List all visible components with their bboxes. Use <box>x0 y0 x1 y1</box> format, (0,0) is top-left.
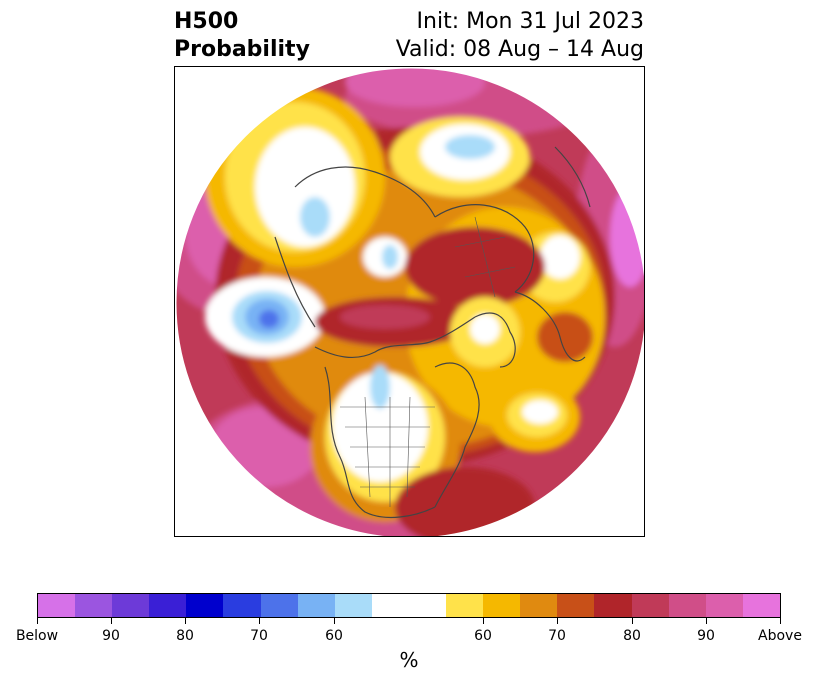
colorbar-swatch <box>631 594 669 617</box>
colorbar-tick-label: 70 <box>548 628 566 644</box>
coast-kamchatka <box>274 236 316 328</box>
field-lightblue-bering <box>382 245 398 269</box>
map-title: H500 Probability <box>174 8 310 64</box>
map-panel <box>174 66 645 537</box>
field-lightblue-nw <box>300 197 330 237</box>
title-type: Probability <box>174 37 310 62</box>
field-white-atlantic <box>522 400 558 424</box>
colorbar-tick <box>185 618 186 624</box>
coast-europe <box>514 291 586 362</box>
field-white-ne <box>540 235 580 279</box>
colorbar-tick-label: 90 <box>102 628 120 644</box>
field-red-arctic <box>405 227 545 307</box>
colorbar-tick-label: Above <box>758 628 802 644</box>
colorbar-swatch <box>371 594 447 617</box>
colorbar-tick-label: Below <box>15 628 59 644</box>
colorbar-tick-label: 60 <box>325 628 343 644</box>
colorbar-tick-label: 80 <box>176 628 194 644</box>
colorbar-swatch <box>260 594 298 617</box>
border-lines-eurasia <box>454 216 516 298</box>
colorbar-swatch <box>38 594 76 617</box>
colorbar-unit-label: % <box>399 648 419 672</box>
field-darkblue-pacific <box>259 310 279 328</box>
field-white-greenland <box>470 314 500 344</box>
colorbar-tick <box>259 618 260 624</box>
field-crimson-canada <box>340 305 430 329</box>
colorbar-swatch <box>483 594 521 617</box>
field-lightblue-hudson <box>370 365 390 409</box>
colorbar-swatch <box>668 594 706 617</box>
colorbar-tick <box>706 618 707 624</box>
coast-arctic-canada <box>314 316 476 358</box>
coast-siberia <box>434 204 535 293</box>
colorbar-tick <box>111 618 112 624</box>
field-orangered-europe <box>537 312 593 362</box>
valid-range: Valid: 08 Aug – 14 Aug <box>395 37 644 62</box>
colorbar-swatch <box>520 594 558 617</box>
map-disk-edge <box>175 67 644 536</box>
probability-map <box>175 67 644 536</box>
colorbar-tick-label: 60 <box>474 628 492 644</box>
colorbar-tick-label: 90 <box>697 628 715 644</box>
colorbar-tick <box>780 618 781 624</box>
coast-west-north-america <box>324 366 436 518</box>
border-lines-us-vertical <box>364 396 411 507</box>
colorbar-swatch <box>223 594 261 617</box>
colorbar-swatch <box>705 594 743 617</box>
coastlines <box>274 146 591 518</box>
colorbar-tick <box>37 618 38 624</box>
colorbar <box>37 593 781 618</box>
colorbar-swatch <box>297 594 335 617</box>
colorbar-tick <box>483 618 484 624</box>
map-dates: Init: Mon 31 Jul 2023 Valid: 08 Aug – 14… <box>396 8 644 64</box>
colorbar-swatch <box>112 594 150 617</box>
coast-east-asia <box>294 166 436 218</box>
border-lines-us <box>340 406 435 488</box>
title-variable: H500 <box>174 9 239 34</box>
colorbar-tick <box>557 618 558 624</box>
init-date: Init: Mon 31 Jul 2023 <box>416 9 644 34</box>
colorbar-swatch <box>557 594 595 617</box>
coast-greenland <box>474 312 516 368</box>
colorbar-tick <box>632 618 633 624</box>
colorbar-tick-label: 80 <box>623 628 641 644</box>
field-lightblue-north <box>445 135 495 159</box>
colorbar-swatch <box>446 594 484 617</box>
colorbar-tick-label: 70 <box>250 628 268 644</box>
colorbar-swatch <box>75 594 113 617</box>
probability-field <box>176 68 644 536</box>
borders <box>340 216 516 507</box>
colorbar-swatch <box>149 594 187 617</box>
colorbar-swatch <box>186 594 224 617</box>
colorbar-swatch <box>742 594 780 617</box>
colorbar-tick <box>334 618 335 624</box>
colorbar-swatch <box>334 594 372 617</box>
coast-middle-east <box>554 146 591 208</box>
coast-east-north-america <box>434 362 480 508</box>
colorbar-swatch <box>594 594 632 617</box>
